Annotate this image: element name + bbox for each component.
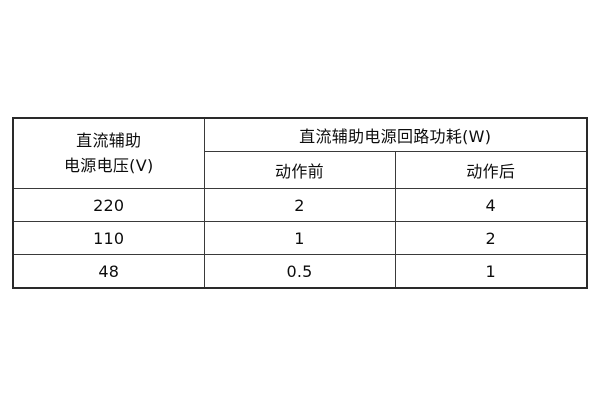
cell-before-action-row-0: 2 — [203, 188, 396, 222]
cell-before-action-row-2: 0.5 — [203, 254, 396, 289]
header-cell-before-action: 动作前 — [203, 151, 396, 189]
dc-auxiliary-power-consumption-table: 直流辅助 电源电压(V) 直流辅助电源回路功耗(W) 动作前 动作后 220 2… — [12, 117, 588, 289]
cell-before-action-row-1: 1 — [203, 221, 396, 255]
cell-after-action-row-0: 4 — [394, 188, 588, 222]
table-row: 110 1 2 — [12, 221, 588, 255]
table-container: 直流辅助 电源电压(V) 直流辅助电源回路功耗(W) 动作前 动作后 220 2… — [12, 117, 588, 289]
header-voltage-line-1: 直流辅助 — [76, 130, 142, 150]
cell-voltage-row-2: 48 — [12, 254, 205, 289]
header-voltage-line-2: 电源电压(V) — [63, 155, 154, 175]
header-cell-voltage: 直流辅助 电源电压(V) — [12, 117, 205, 189]
table-header-row-sub: 动作前 动作后 — [13, 151, 588, 189]
header-cell-power-group: 直流辅助电源回路功耗(W) — [203, 117, 588, 152]
table-header-row-top: 直流辅助 电源电压(V) 直流辅助电源回路功耗(W) — [12, 117, 588, 189]
cell-after-action-row-1: 2 — [394, 221, 588, 255]
cell-after-action-row-2: 1 — [394, 254, 588, 289]
table-row: 48 0.5 1 — [12, 254, 588, 289]
cell-voltage-row-0: 220 — [12, 188, 205, 222]
table-row: 220 2 4 — [12, 188, 588, 222]
header-cell-after-action: 动作后 — [394, 151, 588, 189]
cell-voltage-row-1: 110 — [12, 221, 205, 255]
